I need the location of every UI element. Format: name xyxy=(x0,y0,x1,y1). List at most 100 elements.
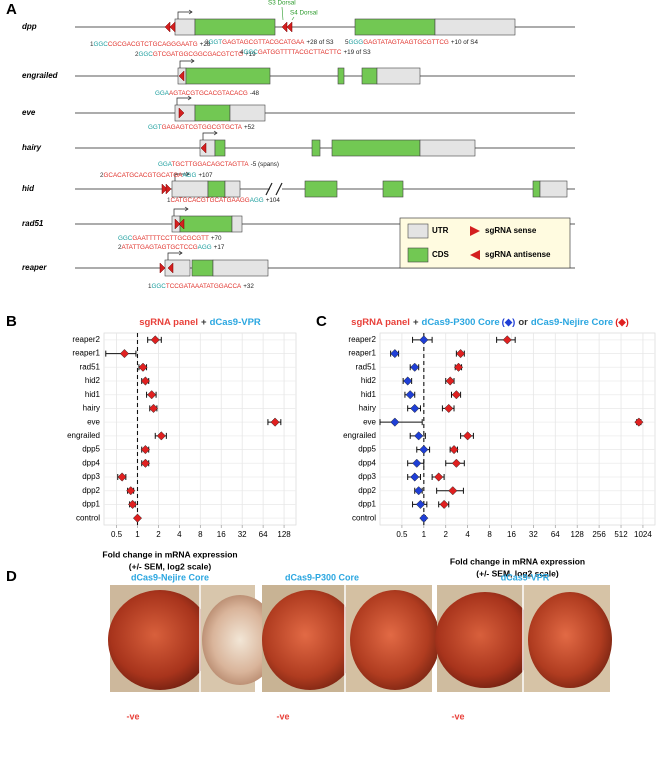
sgrna-segment: GGA xyxy=(155,90,170,97)
category-label: hid1 xyxy=(361,390,377,399)
x-tick-label: 1024 xyxy=(634,530,652,539)
point xyxy=(444,403,454,413)
sgrna-segment: GGG xyxy=(349,39,364,46)
x-tick-label: 4 xyxy=(177,530,182,539)
category-label: hairy xyxy=(359,404,376,413)
sgrna-triangle xyxy=(167,262,174,274)
panel-letter: B xyxy=(6,313,17,330)
sgrna-segment: TGCTTGGACAGCTAGTTA xyxy=(172,161,250,168)
sgrna-segment: GATGGTTTTACGCTTACTTC xyxy=(258,49,342,56)
x-tick-label: 1 xyxy=(422,530,427,539)
tss-arrow xyxy=(174,171,190,181)
utr xyxy=(376,67,421,85)
x-tick-label: 8 xyxy=(198,530,203,539)
sgrna-number: 2 xyxy=(135,51,139,58)
point xyxy=(414,486,424,496)
category-label: rad51 xyxy=(80,362,101,371)
point xyxy=(419,445,429,455)
utr xyxy=(419,139,476,157)
sgrna-number: 1 xyxy=(167,197,171,204)
category-label: dpp1 xyxy=(82,500,100,509)
tss-arrow xyxy=(202,130,218,140)
category-label: hid1 xyxy=(85,390,101,399)
sgrna-triangle xyxy=(178,70,185,82)
sgrna-segment: GAGAGTCGTGGCGTGCTA xyxy=(162,124,243,131)
category-label: dpp5 xyxy=(82,445,100,454)
category-label: reaper2 xyxy=(72,335,100,344)
utr xyxy=(171,180,209,198)
point xyxy=(439,499,449,509)
tss-arrow xyxy=(173,206,189,216)
gene-name: eve xyxy=(22,108,36,117)
sgrna-sequence: GGATGCTTGGACAGCTAGTTA -5 (spans) xyxy=(158,161,279,168)
sgrna-segment: CATGCACGTGCATGAAGG xyxy=(171,197,250,204)
sgrna-sequence: 2GCACATGCACGTGCATGAAGG +107 xyxy=(100,172,213,179)
category-label: hid2 xyxy=(85,376,101,385)
point xyxy=(390,349,400,359)
x-tick-label: 256 xyxy=(592,530,606,539)
x-axis-title: (+/- SEM, log2 scale) xyxy=(476,568,559,578)
sgrna-segment: GGT xyxy=(148,124,162,131)
sgrna-sequence: GGCGAATTTTCCTTGCGCGTT +70 xyxy=(118,235,222,242)
cds xyxy=(331,139,421,157)
sgrna-segment: GGC xyxy=(139,51,154,58)
sgrna-number: 1 xyxy=(148,283,152,290)
sgrna-triangle xyxy=(200,142,207,154)
cds xyxy=(311,139,321,157)
x-tick-label: 32 xyxy=(529,530,538,539)
sgrna-segment: GAGTAGCGTTACGCATGAA xyxy=(222,39,305,46)
legend-label: CDS xyxy=(432,250,450,259)
category-label: dpp3 xyxy=(358,472,376,481)
point xyxy=(410,362,420,372)
point xyxy=(634,417,644,427)
sgrna-position: +32 xyxy=(243,283,254,290)
point xyxy=(414,431,424,441)
sgrna-position: +28 xyxy=(200,41,211,48)
point xyxy=(147,390,157,400)
x-tick-label: 16 xyxy=(217,530,226,539)
eye xyxy=(350,590,440,690)
sgrna-segment: GGC xyxy=(244,49,259,56)
eye-photos xyxy=(108,585,612,692)
sgrna-triangle xyxy=(178,107,185,119)
eye xyxy=(528,592,612,688)
sgrna-position: +104 xyxy=(266,197,281,204)
category-label: reaper1 xyxy=(348,349,376,358)
point xyxy=(445,376,455,386)
x-tick-label: 128 xyxy=(277,530,291,539)
category-label: dpp5 xyxy=(358,445,376,454)
sgrna-segment: CGCGACGTCTGCAGGGAATG xyxy=(108,41,198,48)
point xyxy=(140,445,150,455)
sgrna-position: +10 of S4 xyxy=(451,39,479,46)
point xyxy=(410,472,420,482)
title-part: or xyxy=(518,317,528,328)
plot-area xyxy=(379,332,656,526)
point xyxy=(451,390,461,400)
sgrna-triangle xyxy=(178,218,185,230)
point xyxy=(270,417,280,427)
legend-box xyxy=(399,217,571,269)
sgrna-sequence: 1GGCCGCGACGTCTGCAGGGAATG +28 xyxy=(90,41,211,48)
sgrna-sequence: 2GGCGTCGATGGCGGCGACGTCTG +19 xyxy=(135,51,256,58)
utr xyxy=(229,104,266,122)
eye xyxy=(435,592,535,688)
point xyxy=(140,376,150,386)
sgrna-sequence: 2ATATTGAGTAGTGCTCCGAGG +17 xyxy=(118,244,225,251)
tss-arrow xyxy=(179,58,195,68)
point xyxy=(126,486,136,496)
point xyxy=(119,349,130,359)
eye xyxy=(108,590,212,690)
photo-label: -ve xyxy=(126,711,139,721)
sgrna-segment: AGTACGTGCACGTACACG xyxy=(169,90,248,97)
point xyxy=(150,335,160,345)
point xyxy=(419,335,429,345)
x-tick-label: 0.5 xyxy=(396,530,408,539)
point xyxy=(128,499,138,509)
legend-label: sgRNA sense xyxy=(485,226,537,235)
sgrna-sequence: 3GGTGAGTAGCGTTACGCATGAA +28 of S3 xyxy=(205,39,334,46)
chart-title: sgRNA panel + dCas9-P300 Core (◆) or dCas9-Ne… xyxy=(351,317,629,328)
sgrna-segment: AGG xyxy=(250,197,264,204)
panel-letter: D xyxy=(6,568,17,585)
x-tick-label: 1 xyxy=(135,530,140,539)
sgrna-segment: TCCGATAAATATGGACCA xyxy=(166,283,242,290)
